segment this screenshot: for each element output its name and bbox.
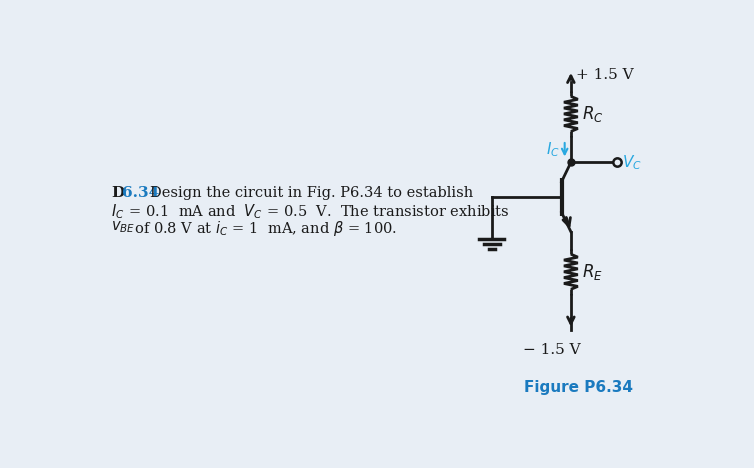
Text: $R_C$: $R_C$	[582, 104, 603, 124]
Text: + 1.5 V: + 1.5 V	[575, 68, 633, 82]
Text: of 0.8 V at $i_C$ = 1  mA, and $\beta$ = 100.: of 0.8 V at $i_C$ = 1 mA, and $\beta$ = …	[130, 219, 397, 238]
Text: $V_C$: $V_C$	[622, 153, 642, 172]
Text: $R_E$: $R_E$	[582, 262, 602, 282]
Text: $v_{BE}$: $v_{BE}$	[112, 219, 136, 235]
Text: − 1.5 V: − 1.5 V	[523, 344, 581, 358]
Text: $I_C$: $I_C$	[546, 140, 560, 159]
Text: Figure P6.34: Figure P6.34	[524, 380, 633, 395]
Text: = 0.1  mA and  $V_C$ = 0.5  V.  The transistor exhibits: = 0.1 mA and $V_C$ = 0.5 V. The transist…	[124, 203, 509, 221]
Text: D: D	[112, 185, 124, 199]
Text: 6.34: 6.34	[122, 185, 159, 199]
Text: $I_C$: $I_C$	[112, 203, 124, 221]
Text: Design the circuit in Fig. P6.34 to establish: Design the circuit in Fig. P6.34 to esta…	[150, 185, 474, 199]
